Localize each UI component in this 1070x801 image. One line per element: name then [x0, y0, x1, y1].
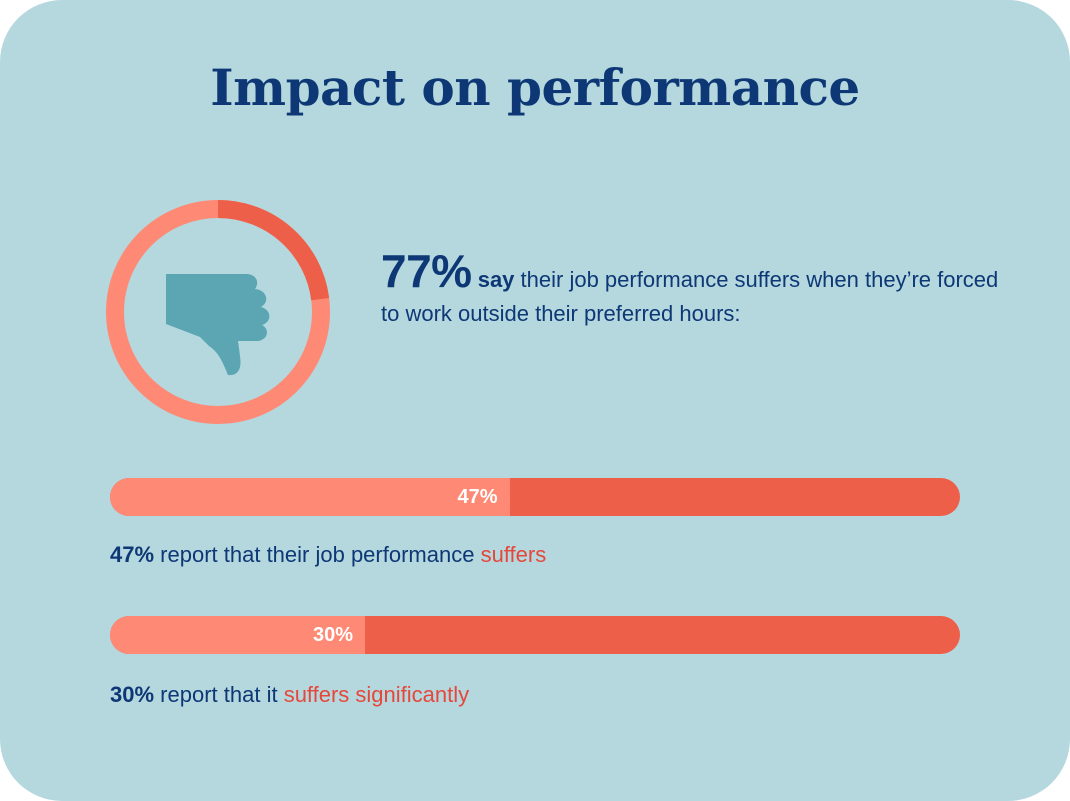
bar-caption-1: 47% report that their job performance su… [110, 542, 546, 568]
headline-say: say [477, 267, 515, 292]
bar-caption-2: 30% report that it suffers significantly [110, 682, 469, 708]
donut-slice-minor [217, 200, 330, 301]
headline-text: their job performance suffers when they’… [381, 267, 999, 326]
caption-text-1: report that their job performance [160, 542, 475, 567]
bar-track-1: 47% [110, 478, 960, 516]
page-title: Impact on performance [210, 58, 860, 117]
caption-percent-2: 30% [110, 682, 155, 707]
thumbs-down-icon [166, 274, 270, 376]
caption-highlight-2: suffers significantly [283, 682, 470, 707]
headline-stat: 77% say their job performance suffers wh… [381, 248, 1021, 331]
bar-label-1: 47% [457, 486, 498, 508]
caption-highlight-1: suffers [480, 542, 547, 567]
caption-percent-1: 47% [110, 542, 155, 567]
caption-text-2: report that it [160, 682, 278, 707]
bar-track-2: 30% [110, 616, 960, 654]
donut-chart [106, 200, 330, 424]
bar-fill-2 [110, 616, 365, 654]
bar-label-2: 30% [312, 624, 353, 646]
headline-percent: 77% [381, 245, 472, 297]
bar-fill-1 [110, 478, 510, 516]
